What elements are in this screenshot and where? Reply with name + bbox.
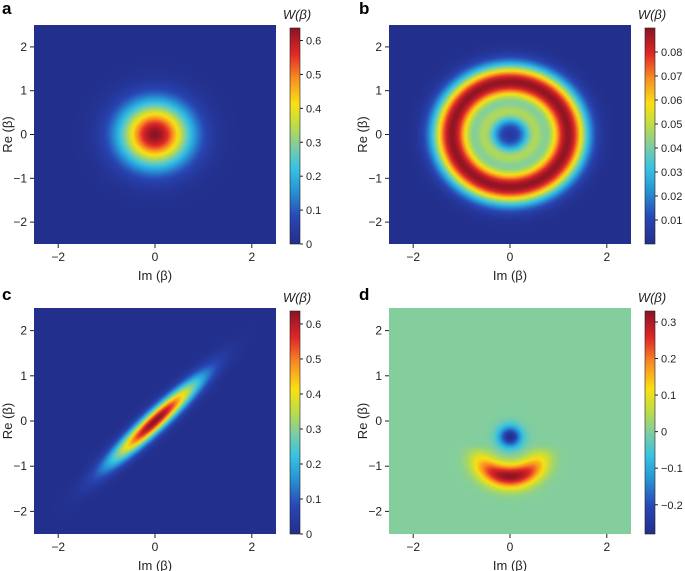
heatmap-d [389,308,631,534]
y-tick-label: 1 [375,84,382,98]
colorbar-tick-label: 0.3 [661,317,676,329]
panel-b: b −2 0 2 −2 −1 0 1 2 Im (β) Re (β) 0.01 0.02 0.03 0.04… [355,0,682,283]
x-tick-label: 0 [507,540,514,554]
y-tick-label: −2 [13,215,27,229]
y-axis-title: Re (β) [0,403,15,439]
x-tick-label: 2 [248,250,255,264]
y-tick-label: −2 [368,215,382,229]
y-tick-label: −1 [368,459,382,473]
heatmap-a [34,25,276,244]
colorbar-tick-label: 0.5 [306,354,321,366]
colorbar-frame [289,27,301,245]
colorbar-tick-label: 0.3 [306,137,321,149]
colorbar: 0 0.1 0.2 0.3 0.4 0.5 0.6 W(β) [283,290,321,541]
colorbar-tick-label: 0.6 [306,319,321,331]
y-tick-label: 2 [20,324,27,338]
x-tick-label: 0 [507,250,514,264]
panel-letter: d [359,285,369,304]
x-tick-label: 0 [152,250,159,264]
x-tick-label: −2 [51,250,65,264]
panel-letter: a [2,0,12,18]
colorbar: −0.2 −0.1 0 0.1 0.2 0.3 W(β) [638,290,683,535]
colorbar-gradient [645,28,655,244]
panel-c: c −2 0 2 −2 −1 0 1 2 Im (β) Re (β) 0 0.1 0.2 0.3 0.4 0.5… [0,285,321,571]
heatmap-c [34,308,276,534]
colorbar-tick-label: 0.2 [306,459,321,471]
colorbar-tick-label: 0.4 [306,389,321,401]
y-axis-title: Re (β) [355,116,370,152]
colorbar-tick-label: 0.06 [661,95,682,107]
colorbar-gradient [645,311,655,534]
y-tick-label: −1 [13,459,27,473]
heatmap-b [389,25,631,244]
colorbar-tick-label: 0.1 [661,390,676,402]
colorbar-tick-label: 0.02 [661,191,682,203]
x-tick-label: 2 [603,540,610,554]
colorbar-frame [644,27,656,245]
colorbar-tick-label: 0.04 [661,143,682,155]
colorbar-tick-label: 0.1 [306,205,321,217]
y-tick-label: 1 [20,84,27,98]
x-tick-label: −2 [51,540,65,554]
panel-letter: b [359,0,369,18]
panel-d: d −2 0 2 −2 −1 0 1 2 Im (β) Re (β) −0.2 −0.1 0 0.1 0.2 0… [355,285,683,571]
colorbar-tick-label: 0.6 [306,36,321,48]
colorbar-tick-label: 0.08 [661,47,682,59]
y-tick-label: 2 [375,324,382,338]
y-tick-label: −1 [368,171,382,185]
colorbar-tick-label: 0.4 [306,103,321,115]
x-axis-title: Im (β) [138,558,172,571]
colorbar-gradient [290,311,300,534]
y-tick-label: 0 [375,128,382,142]
colorbar-tick-label: 0.01 [661,215,682,227]
colorbar-tick-label: 0.07 [661,71,682,83]
colorbar-frame [644,310,656,535]
y-tick-label: −2 [368,504,382,518]
colorbar-frame [289,310,301,535]
colorbar-tick-label: 0.1 [306,494,321,506]
x-tick-label: −2 [406,250,420,264]
colorbar-tick-label: 0.2 [661,354,676,366]
y-tick-label: 1 [375,369,382,383]
x-tick-label: −2 [406,540,420,554]
y-tick-label: 1 [20,369,27,383]
colorbar-tick-label: 0.05 [661,119,682,131]
colorbar: 0.01 0.02 0.03 0.04 0.05 0.06 0.07 0.08 W(β) [638,7,682,245]
colorbar-tick-label: 0 [661,427,667,439]
y-tick-label: 0 [20,128,27,142]
colorbar-tick-label: −0.2 [661,500,683,512]
x-tick-label: 2 [603,250,610,264]
colorbar-tick-label: 0.3 [306,424,321,436]
x-tick-label: 2 [248,540,255,554]
colorbar-title: W(β) [638,290,666,305]
colorbar-tick-label: 0 [306,529,312,541]
y-tick-label: 2 [20,40,27,54]
x-tick-label: 0 [152,540,159,554]
y-tick-label: 2 [375,40,382,54]
y-tick-label: 0 [20,414,27,428]
colorbar-tick-label: 0 [306,239,312,251]
colorbar-title: W(β) [283,7,311,22]
panel-a: a −2 0 2 −2 −1 0 1 2 Im (β) Re (β) 0 0.1 0.2 0.3 0.4 0.5… [0,0,321,283]
panel-letter: c [2,285,11,304]
colorbar-tick-label: 0.5 [306,69,321,81]
x-axis-title: Im (β) [493,558,527,571]
y-tick-label: −1 [13,171,27,185]
colorbar-tick-label: −0.1 [661,463,683,475]
colorbar: 0 0.1 0.2 0.3 0.4 0.5 0.6 W(β) [283,7,321,251]
colorbar-gradient [290,28,300,244]
colorbar-tick-label: 0.03 [661,167,682,179]
colorbar-title: W(β) [638,7,666,22]
y-tick-label: 0 [375,414,382,428]
y-axis-title: Re (β) [0,116,15,152]
x-axis-title: Im (β) [138,268,172,283]
y-axis-title: Re (β) [355,403,370,439]
colorbar-tick-label: 0.2 [306,171,321,183]
y-tick-label: −2 [13,504,27,518]
x-axis-title: Im (β) [493,268,527,283]
colorbar-title: W(β) [283,290,311,305]
